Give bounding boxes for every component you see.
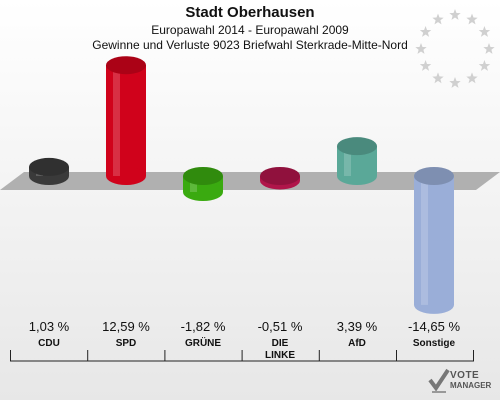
- bar-sonstige: [414, 167, 454, 314]
- category-label: CDU: [38, 338, 60, 349]
- chart-title: Stadt Oberhausen: [185, 4, 315, 21]
- eu-star-icon: [449, 77, 461, 88]
- bar-cdu: [29, 157, 69, 185]
- eu-star-icon: [419, 60, 432, 71]
- eu-star-icon: [466, 13, 478, 25]
- eu-star-icon: [415, 43, 427, 54]
- vote-manager-check-icon: [428, 368, 450, 393]
- vote-manager-logo: VOTE MANAGER: [428, 366, 498, 398]
- chart-subtitle-district: Gewinne und Verluste 9023 Briefwahl Ster…: [92, 38, 408, 52]
- category-axis: [10, 350, 474, 362]
- bar-afd: [337, 137, 377, 185]
- eu-star-icon: [419, 26, 432, 37]
- bar-gr-ne: [183, 167, 223, 202]
- category-label: GRÜNE: [184, 338, 222, 349]
- value-label: -1,82 %: [180, 319, 226, 334]
- value-label: 3,39 %: [336, 319, 378, 334]
- logo-vote-text: VOTE: [450, 370, 480, 381]
- eu-star-icon: [478, 60, 491, 71]
- value-label: -0,51 %: [257, 319, 303, 334]
- bar-chart: [0, 56, 500, 314]
- eu-star-icon: [449, 9, 461, 20]
- eu-star-icon: [432, 72, 444, 84]
- eu-star-icon: [483, 43, 495, 54]
- value-label: -14,65 %: [407, 319, 461, 334]
- eu-star-icon: [478, 26, 491, 37]
- chart-subtitle-elections: Europawahl 2014 - Europawahl 2009: [151, 23, 349, 37]
- category-label: Sonstige: [412, 338, 456, 349]
- bar-spd: [106, 56, 146, 185]
- logo-manager-text: MANAGER: [450, 381, 492, 390]
- category-label: AfD: [348, 338, 366, 349]
- eu-star-icon: [466, 72, 478, 84]
- category-label: SPD: [115, 338, 137, 349]
- eu-stars-icon: [415, 9, 495, 88]
- eu-star-icon: [432, 13, 444, 25]
- value-label: 12,59 %: [102, 319, 150, 334]
- bar-die-linke: [260, 167, 300, 190]
- category-label: DIE LINKE: [265, 338, 295, 361]
- value-label: 1,03 %: [28, 319, 70, 334]
